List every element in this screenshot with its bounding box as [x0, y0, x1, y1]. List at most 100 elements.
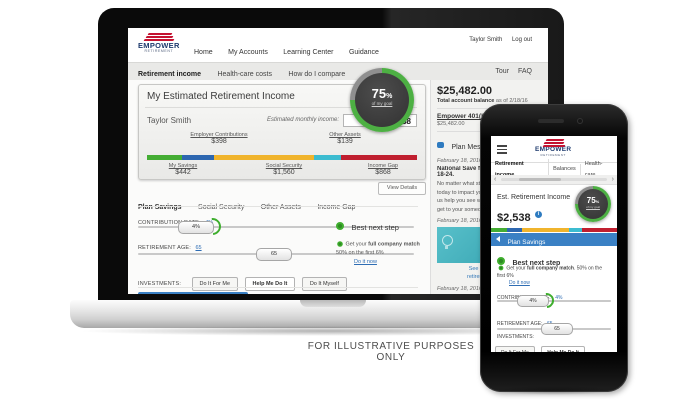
other-assets-label[interactable]: Other Assets [329, 132, 361, 138]
income-label: Estimated monthly income: [266, 117, 339, 123]
retirement-age-label-row: RETIREMENT AGE: 65 [138, 236, 202, 254]
retirement-age-handle[interactable]: 65 [256, 248, 292, 261]
lightbulb-icon [442, 235, 453, 250]
nav-my-accounts[interactable]: My Accounts [228, 49, 268, 56]
breakdown-bottom-income-gap: Income Gap $868 [351, 163, 415, 176]
phone-goal-donut-core: 75% of my goal [578, 189, 608, 219]
phone-income-row: $2,538 i [497, 208, 543, 226]
view-details-button[interactable]: View Details [378, 182, 426, 195]
do-it-myself-button[interactable]: Do It Myself [301, 277, 347, 291]
phone-income-segment-bar [491, 228, 617, 232]
message-date: February 18, 2016 [437, 158, 482, 164]
balance-label: Total account balance [437, 98, 495, 104]
logout-link[interactable]: Log out [511, 37, 532, 43]
social-security-label[interactable]: Social Security [265, 163, 303, 169]
phone-retirement-slider[interactable]: 65 [497, 323, 611, 335]
tour-link[interactable]: Tour [495, 68, 510, 75]
employer-contributions-label[interactable]: Employer Contributions [190, 132, 248, 138]
segment-employer [182, 155, 215, 160]
next-step-title: Best next step [351, 223, 399, 232]
divider [145, 107, 417, 108]
brand-sub: RETIREMENT [540, 152, 566, 157]
my-savings-label[interactable]: My Savings [168, 163, 198, 169]
segment-other-assets [314, 155, 342, 160]
tab-retirement-income[interactable]: Retirement income [138, 71, 202, 78]
nav-home[interactable]: Home [194, 49, 213, 56]
retirement-age-link[interactable]: 65 [195, 245, 202, 251]
section-tab-income-gap[interactable]: Income Gap [317, 204, 356, 211]
investments-label: INVESTMENTS: [138, 281, 182, 287]
phone-do-it-now-link[interactable]: Do it now [509, 280, 530, 287]
retirement-age-slider[interactable]: 65 [138, 248, 414, 261]
phone-plan-savings-bar[interactable]: Plan Savings [491, 233, 617, 246]
phone-do-it-for-me-button[interactable]: Do It For Me [495, 346, 535, 352]
next-step-bold: full company match [368, 241, 420, 248]
employer-contributions-value: $398 [211, 138, 227, 145]
tab-how-do-i-compare[interactable]: How do I compare [288, 71, 346, 78]
brand-name: EMPOWER [138, 41, 180, 50]
get-started-button[interactable]: Get Started [138, 292, 248, 294]
info-icon[interactable]: i [535, 210, 543, 218]
plan-name-link[interactable]: Empower 401(k) Plan [437, 113, 503, 120]
empower-logo: EMPOWER RETIREMENT [138, 33, 180, 53]
laptop-screen: EMPOWER RETIREMENT Home My Accounts Lear… [128, 28, 548, 294]
best-next-step: Best next step Get your full company mat… [336, 217, 432, 267]
phone-contribution-link[interactable]: 4% [555, 295, 563, 301]
phone-goal-donut: 75% of my goal [575, 186, 611, 222]
phone-next-step-body: Get your full company match. 50% on the … [497, 264, 611, 288]
plan-messaging-title: Plan Messaging [451, 144, 502, 151]
hamburger-menu-icon[interactable] [497, 145, 507, 156]
card-title: My Estimated Retirement Income [147, 91, 295, 102]
scroll-right-icon[interactable]: › [611, 176, 614, 183]
next-step-icon [336, 221, 344, 230]
message-body: No matter what stage today to impact you… [437, 181, 493, 213]
nav-guidance[interactable]: Guidance [348, 49, 379, 56]
phone-next-step-title: Best next step [512, 260, 561, 267]
phone-help-me-do-it-button[interactable]: Help Me Do It [541, 346, 585, 352]
phone-retirement-label: RETIREMENT AGE: [497, 321, 543, 327]
phone-tab-balances[interactable]: Balances [549, 164, 581, 175]
contribution-rate-handle[interactable]: 4% [178, 221, 214, 234]
phone-tab-health-care[interactable]: Health-care [584, 160, 603, 178]
phone-tab-scroller: ‹ › [491, 175, 617, 185]
goal-donut-core: 75% of my goal [355, 73, 409, 127]
phone-contribution-handle[interactable]: 4% [517, 295, 549, 307]
investments-row: INVESTMENTS: Do It For Me Help Me Do It … [138, 272, 349, 291]
phone-goal-percent-sign: % [595, 199, 600, 204]
user-menu: Taylor Smith Log out [469, 37, 532, 43]
goal-percent-sign: % [386, 93, 393, 100]
section-tabs: Plan Savings Social Security Other Asset… [138, 196, 355, 214]
laptop-notch [300, 300, 366, 307]
phone-income-value: $2,538 [497, 212, 531, 224]
faq-link[interactable]: FAQ [517, 68, 532, 75]
scroll-left-icon[interactable]: ‹ [494, 176, 497, 183]
other-assets-value: $139 [337, 138, 353, 145]
phone-investments-label: INVESTMENTS: [497, 334, 534, 340]
goal-caption[interactable]: of my goal [371, 101, 393, 106]
account-balance: $25,482.00 [437, 85, 493, 97]
scroll-thumb[interactable] [519, 178, 561, 181]
segment-my-savings [147, 155, 183, 160]
section-tab-social-security[interactable]: Social Security [198, 204, 245, 211]
phone-goal-caption[interactable]: of my goal [586, 205, 600, 209]
section-tab-other-assets[interactable]: Other Assets [260, 204, 301, 211]
income-segment-bar [147, 155, 417, 160]
social-security-value: $1,560 [273, 169, 295, 176]
do-it-now-link[interactable]: Do it now [354, 259, 377, 266]
section-tab-plan-savings[interactable]: Plan Savings [138, 204, 182, 211]
do-it-for-me-button[interactable]: Do It For Me [191, 277, 239, 291]
phone-tab-retirement-income[interactable]: Retirement income [491, 158, 550, 181]
phone-retirement-handle[interactable]: 65 [541, 323, 573, 335]
next-step-bullet-icon [498, 265, 504, 271]
income-gap-value: $868 [375, 169, 391, 176]
phone-contribution-slider[interactable]: 4% [497, 289, 611, 312]
income-gap-label[interactable]: Income Gap [368, 163, 398, 169]
nav-learning-center[interactable]: Learning Center [283, 49, 334, 56]
breakdown-top-employer: Employer Contributions $398 [161, 132, 277, 145]
contribution-rate-slider[interactable]: 4% [138, 214, 414, 239]
help-me-do-it-button[interactable]: Help Me Do It [244, 277, 296, 291]
goal-donut: 75% of my goal [350, 68, 414, 132]
tab-health-care-costs[interactable]: Health-care costs [217, 71, 272, 78]
user-name[interactable]: Taylor Smith [469, 37, 503, 43]
